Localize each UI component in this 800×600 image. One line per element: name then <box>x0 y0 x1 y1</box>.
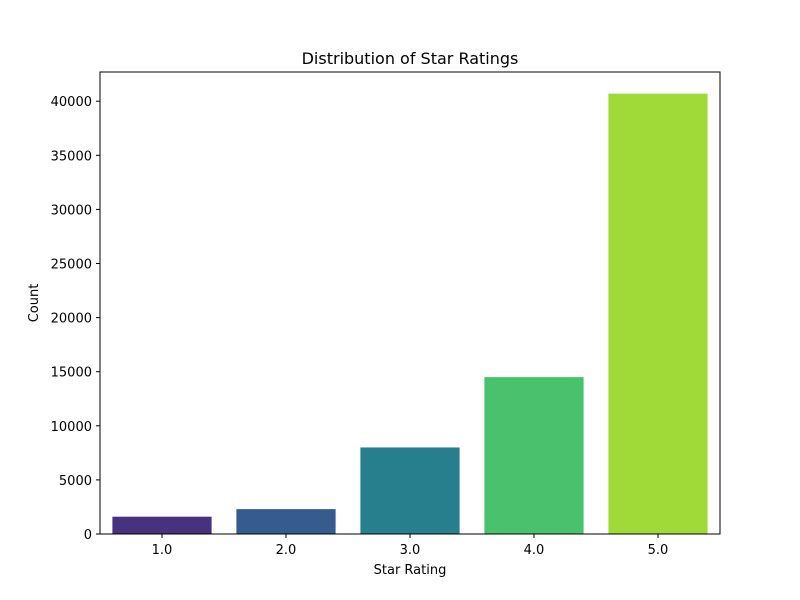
x-tick-label: 2.0 <box>276 543 297 558</box>
y-tick-label: 35000 <box>51 149 92 164</box>
bar-3.0 <box>360 447 460 534</box>
x-axis-label: Star Rating <box>374 563 447 578</box>
x-tick-label: 3.0 <box>400 543 421 558</box>
y-tick-label: 25000 <box>51 258 92 273</box>
bar-1.0 <box>112 516 212 534</box>
bars-group <box>112 93 708 534</box>
x-tick-label: 1.0 <box>152 543 173 558</box>
y-axis-ticks: 0 5000 10000 15000 20000 25000 30000 35000 40000 <box>51 95 100 543</box>
bar-2.0 <box>236 509 336 534</box>
y-tick-label: 15000 <box>51 366 92 381</box>
x-tick-label: 5.0 <box>648 543 669 558</box>
y-tick-label: 10000 <box>51 420 92 435</box>
bar-5.0 <box>608 93 708 534</box>
y-tick-label: 40000 <box>51 95 92 110</box>
plot-frame <box>99 71 721 535</box>
y-tick-label: 20000 <box>51 312 92 327</box>
y-axis-label: Count <box>27 284 42 323</box>
y-tick-label: 5000 <box>59 474 92 489</box>
bar-4.0 <box>484 377 584 534</box>
y-tick-label: 0 <box>84 528 92 543</box>
x-tick-label: 4.0 <box>524 543 545 558</box>
y-tick-label: 30000 <box>51 203 92 218</box>
chart-title: Distribution of Star Ratings <box>302 49 519 68</box>
x-axis-ticks: 1.0 2.0 3.0 4.0 5.0 <box>152 534 669 558</box>
